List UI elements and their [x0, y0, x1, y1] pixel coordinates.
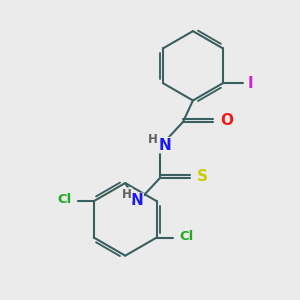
Text: H: H: [122, 188, 132, 201]
Text: Cl: Cl: [179, 230, 194, 243]
Text: O: O: [220, 113, 233, 128]
Text: N: N: [158, 137, 171, 152]
Text: S: S: [197, 169, 208, 184]
Text: I: I: [248, 76, 254, 91]
Text: H: H: [148, 133, 158, 146]
Text: N: N: [130, 194, 143, 208]
Text: Cl: Cl: [57, 194, 71, 206]
